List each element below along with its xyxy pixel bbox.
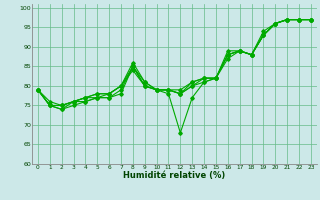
X-axis label: Humidité relative (%): Humidité relative (%) bbox=[123, 171, 226, 180]
